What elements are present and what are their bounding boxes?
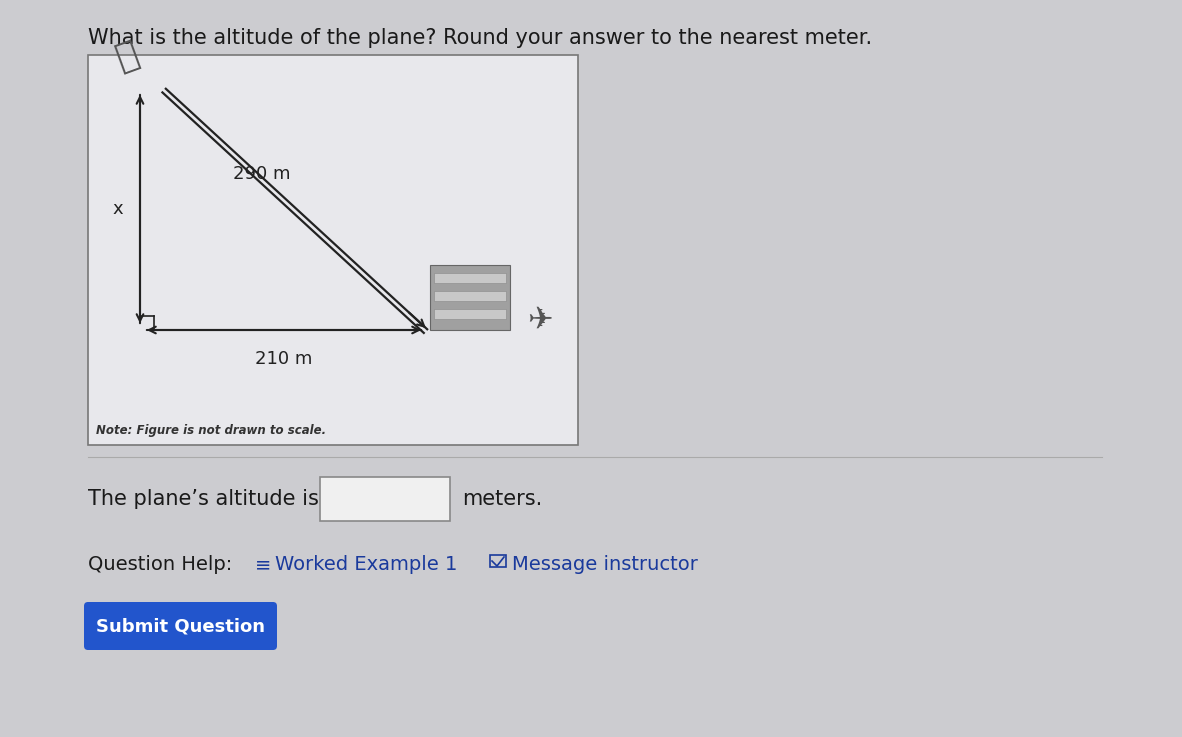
Text: x: x	[112, 200, 123, 218]
Text: Question Help:: Question Help:	[87, 554, 232, 573]
FancyBboxPatch shape	[84, 602, 277, 650]
Text: Worked Example 1: Worked Example 1	[275, 554, 457, 573]
Bar	[491, 555, 506, 567]
Bar	[434, 291, 506, 301]
Bar	[434, 273, 506, 283]
Bar	[430, 265, 509, 330]
Text: The plane’s altitude is: The plane’s altitude is	[87, 489, 319, 509]
Text: ≡: ≡	[255, 556, 272, 575]
Text: meters.: meters.	[462, 489, 543, 509]
Text: Message instructor: Message instructor	[512, 554, 697, 573]
Text: Submit Question: Submit Question	[96, 617, 265, 635]
Text: Note: Figure is not drawn to scale.: Note: Figure is not drawn to scale.	[96, 424, 326, 437]
Bar	[87, 55, 578, 445]
Text: What is the altitude of the plane? Round your answer to the nearest meter.: What is the altitude of the plane? Round…	[87, 28, 872, 48]
Text: ✈: ✈	[527, 306, 553, 335]
Text: 290 m: 290 m	[233, 165, 291, 183]
Text: 210 m: 210 m	[255, 350, 313, 368]
Bar	[434, 309, 506, 319]
Bar	[320, 477, 450, 521]
Text: 🛩: 🛩	[111, 36, 143, 76]
